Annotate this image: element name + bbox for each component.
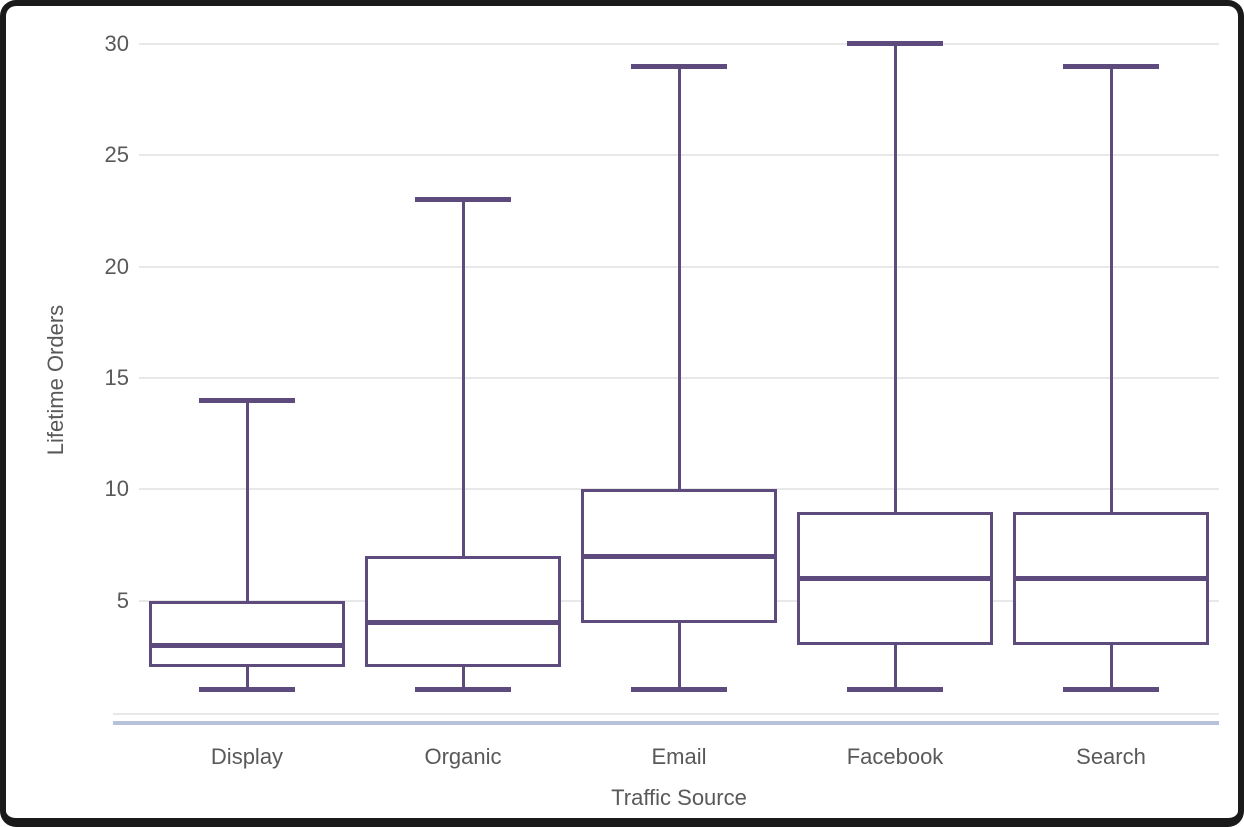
whisker-cap-min	[847, 687, 943, 693]
whisker-stem-upper	[893, 43, 897, 512]
median-line	[365, 620, 561, 626]
whisker-stem-upper	[245, 400, 249, 601]
whisker-cap-min	[199, 687, 295, 693]
median-line	[149, 642, 345, 648]
whisker-cap-min	[631, 687, 727, 693]
y-tick-label: 30	[104, 30, 129, 56]
median-line	[1013, 575, 1209, 581]
whisker-stem-upper	[461, 199, 465, 557]
whisker-cap-min	[1063, 687, 1159, 693]
median-line	[797, 575, 993, 581]
box-iqr	[365, 556, 561, 668]
whisker-stem-upper	[1109, 66, 1113, 512]
zero-gridline	[113, 713, 1219, 715]
y-tick-label: 20	[104, 253, 129, 279]
x-axis-line	[113, 721, 1219, 725]
y-tick-label: 15	[104, 364, 129, 390]
whisker-cap-min	[415, 687, 511, 693]
whisker-cap-max	[631, 63, 727, 69]
box-iqr	[149, 600, 345, 668]
whisker-stem-upper	[677, 66, 681, 490]
whisker-stem-lower	[677, 622, 681, 690]
x-category-label: Display	[210, 744, 284, 769]
whisker-cap-max	[847, 41, 943, 47]
x-category-label: Email	[651, 744, 707, 769]
y-tick-label: 5	[116, 587, 129, 613]
x-category-label: Organic	[424, 744, 502, 769]
whisker-stem-lower	[1109, 645, 1113, 690]
y-tick-label: 10	[104, 476, 129, 502]
x-axis-title: Traffic Source	[611, 785, 747, 810]
median-line	[581, 553, 777, 559]
whisker-cap-max	[1063, 63, 1159, 69]
x-category-label: Search	[1076, 744, 1146, 769]
whisker-cap-max	[199, 397, 295, 403]
x-category-label: Facebook	[846, 744, 944, 769]
whisker-stem-lower	[461, 667, 465, 690]
whisker-cap-max	[415, 197, 511, 203]
y-tick-label: 25	[104, 142, 129, 168]
whisker-stem-lower	[245, 667, 249, 690]
whisker-stem-lower	[893, 645, 897, 690]
h-gridline	[139, 42, 1219, 45]
